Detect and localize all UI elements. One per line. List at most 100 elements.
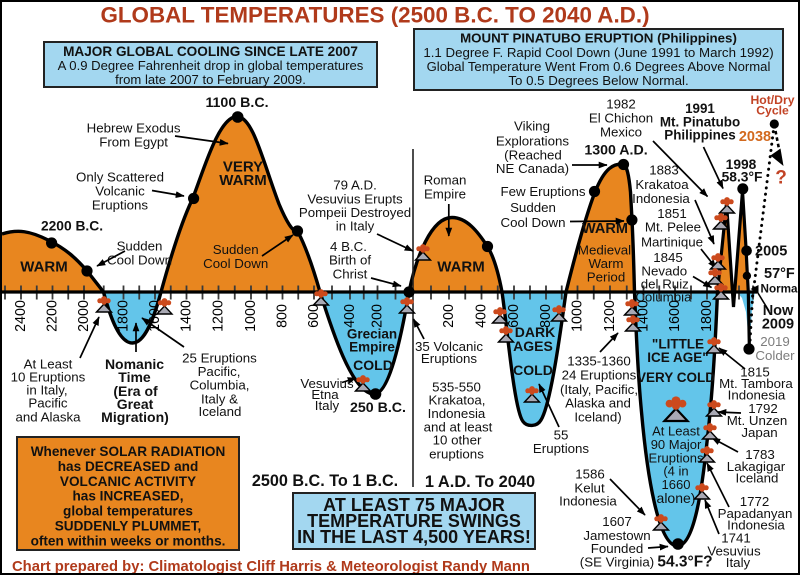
svg-text:Cool Down: Cool Down xyxy=(500,215,565,230)
svg-text:Nevado: Nevado xyxy=(641,264,687,279)
svg-text:35 Volcanic: 35 Volcanic xyxy=(415,339,483,354)
svg-text:(SE Virginia): (SE Virginia) xyxy=(580,555,654,570)
svg-text:TEMPERATURE SWINGS: TEMPERATURE SWINGS xyxy=(307,511,521,531)
svg-text:has DECREASED and: has DECREASED and xyxy=(58,459,199,474)
svg-text:in Italy: in Italy xyxy=(336,219,375,234)
svg-text:WARM: WARM xyxy=(437,259,485,276)
svg-text:AT LEAST 75 MAJOR: AT LEAST 75 MAJOR xyxy=(323,495,505,515)
svg-text:Colder: Colder xyxy=(755,348,795,363)
svg-text:Hebrew Exodus: Hebrew Exodus xyxy=(87,121,181,136)
svg-text:A 0.9 Degree Fahrenheit drop i: A 0.9 Degree Fahrenheit drop in global t… xyxy=(58,58,364,73)
svg-text:Iceland: Iceland xyxy=(736,471,779,486)
svg-text:WARM: WARM xyxy=(219,172,267,189)
svg-text:2038: 2038 xyxy=(739,129,771,145)
svg-text:10 Eruptions: 10 Eruptions xyxy=(11,370,86,385)
svg-text:VOLCANIC ACTIVITY: VOLCANIC ACTIVITY xyxy=(60,474,196,489)
svg-text:Period: Period xyxy=(587,270,625,285)
svg-text:from late 2007 to February 200: from late 2007 to February 2009. xyxy=(115,72,306,87)
svg-text:400: 400 xyxy=(474,304,490,328)
svg-text:1200: 1200 xyxy=(602,300,618,332)
svg-text:600: 600 xyxy=(506,304,522,328)
svg-text:1586: 1586 xyxy=(575,467,605,482)
svg-text:Etna: Etna xyxy=(311,387,339,402)
svg-text:Now: Now xyxy=(763,303,794,319)
svg-text:and Alaska: and Alaska xyxy=(15,410,81,425)
svg-text:Japan: Japan xyxy=(741,425,777,440)
svg-text:Explorations: Explorations xyxy=(496,134,570,149)
svg-text:Time: Time xyxy=(118,369,151,385)
svg-text:1815: 1815 xyxy=(740,365,770,380)
svg-text:Medieval: Medieval xyxy=(578,243,631,258)
svg-text:1783: 1783 xyxy=(745,447,775,462)
svg-text:1100 B.C.: 1100 B.C. xyxy=(205,95,268,111)
svg-text:1991: 1991 xyxy=(685,101,715,116)
svg-text:Viking: Viking xyxy=(514,119,550,134)
svg-text:24 Eruptions: 24 Eruptions xyxy=(562,368,637,383)
svg-text:SUDDENLY PLUMMET,: SUDDENLY PLUMMET, xyxy=(55,519,202,534)
svg-text:Christ: Christ xyxy=(333,267,368,282)
svg-text:250 B.C.: 250 B.C. xyxy=(350,400,406,416)
svg-text:1800: 1800 xyxy=(116,300,132,332)
svg-text:"LITTLE: "LITTLE xyxy=(652,337,704,352)
svg-text:Empire: Empire xyxy=(349,340,395,355)
svg-text:eruptions: eruptions xyxy=(429,447,484,462)
svg-text:1400: 1400 xyxy=(179,300,195,332)
svg-text:At Least: At Least xyxy=(24,357,73,372)
svg-text:800: 800 xyxy=(538,304,554,328)
svg-text:DARK: DARK xyxy=(515,324,555,340)
svg-text:57°F: 57°F xyxy=(764,266,795,282)
svg-text:Eruptions: Eruptions xyxy=(421,351,478,366)
svg-text:Pacific: Pacific xyxy=(28,396,68,411)
svg-text:(Era of: (Era of xyxy=(113,383,158,399)
svg-text:has INCREASED,: has INCREASED, xyxy=(72,489,183,504)
svg-text:Iceland: Iceland xyxy=(199,404,242,419)
svg-text:WARM: WARM xyxy=(20,259,68,276)
svg-text:2400: 2400 xyxy=(13,300,29,332)
svg-text:1000: 1000 xyxy=(570,300,586,332)
svg-text:Alaska and: Alaska and xyxy=(565,396,631,411)
svg-text:Lakagigar: Lakagigar xyxy=(727,459,786,474)
svg-text:Martinique: Martinique xyxy=(641,235,703,250)
svg-text:Cool Down: Cool Down xyxy=(107,253,172,268)
svg-text:VERY: VERY xyxy=(223,159,263,176)
svg-text:1792: 1792 xyxy=(748,401,778,416)
svg-text:2200 B.C.: 2200 B.C. xyxy=(41,219,103,234)
svg-text:Vesuvius: Vesuvius xyxy=(300,376,354,391)
svg-text:Global Temperature Went From 0: Global Temperature Went From 0.6 Degrees… xyxy=(427,59,771,74)
svg-text:600: 600 xyxy=(306,304,322,328)
svg-text:58.3°F: 58.3°F xyxy=(722,170,763,185)
svg-text:MOUNT PINATUBO ERUPTION (Phili: MOUNT PINATUBO ERUPTION (Philippines) xyxy=(460,31,737,46)
svg-text:(4 in: (4 in xyxy=(663,464,688,479)
svg-text:Mt. Pelee: Mt. Pelee xyxy=(645,220,701,235)
svg-text:200: 200 xyxy=(370,304,386,328)
svg-text:1982: 1982 xyxy=(606,97,636,112)
svg-text:Indonesia: Indonesia xyxy=(728,388,786,403)
svg-text:Indonesia: Indonesia xyxy=(428,406,486,421)
svg-text:Vesuvius: Vesuvius xyxy=(707,544,761,559)
svg-text:Krakatoa: Krakatoa xyxy=(635,177,689,192)
svg-text:1660: 1660 xyxy=(662,477,691,492)
svg-text:At Least: At Least xyxy=(652,424,700,439)
svg-text:1607: 1607 xyxy=(602,514,632,529)
svg-text:To 0.5 Degrees Below Normal.: To 0.5 Degrees Below Normal. xyxy=(508,73,688,88)
svg-text:Mt. Tambora: Mt. Tambora xyxy=(719,376,793,391)
svg-text:Chart prepared by: Climatologi: Chart prepared by: Climatologist Cliff H… xyxy=(12,559,530,575)
svg-text:Sudden: Sudden xyxy=(213,242,259,257)
svg-text:Cool Down: Cool Down xyxy=(203,256,268,271)
svg-text:El Chichon: El Chichon xyxy=(589,111,653,126)
svg-text:Krakatoa,: Krakatoa, xyxy=(429,393,486,408)
svg-text:800: 800 xyxy=(275,304,291,328)
svg-text:Italy: Italy xyxy=(726,555,751,570)
svg-text:Eruptions: Eruptions xyxy=(533,441,590,456)
svg-text:90 Major: 90 Major xyxy=(651,437,702,452)
svg-text:1845: 1845 xyxy=(653,250,683,265)
svg-text:1851: 1851 xyxy=(657,206,687,221)
svg-text:79 A.D.: 79 A.D. xyxy=(333,178,377,193)
svg-text:Iceland): Iceland) xyxy=(574,410,621,425)
svg-text:AGES: AGES xyxy=(513,338,553,354)
svg-text:COLD: COLD xyxy=(353,357,393,373)
svg-text:Mt. Pinatubo: Mt. Pinatubo xyxy=(660,115,740,130)
svg-text:often within weeks or months.: often within weeks or months. xyxy=(31,533,226,548)
svg-text:VERY COLD: VERY COLD xyxy=(637,370,715,385)
svg-text:1600: 1600 xyxy=(667,300,683,332)
